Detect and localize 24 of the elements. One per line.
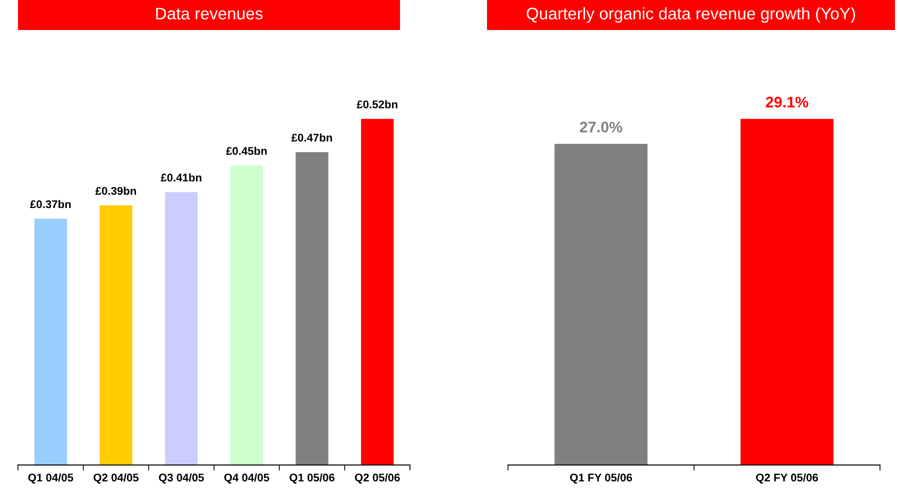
data-label: 27.0% bbox=[580, 122, 622, 132]
chart-title: Data revenues bbox=[156, 8, 263, 20]
x-tick-label: Q2 05/06 bbox=[354, 473, 400, 484]
bar bbox=[165, 192, 198, 465]
x-tick-label: Q1 04/05 bbox=[28, 473, 74, 484]
data-label: 29.1% bbox=[766, 96, 808, 108]
bar bbox=[361, 118, 394, 465]
x-tick-label: Q2 FY 05/06 bbox=[756, 473, 818, 484]
x-tick-label: Q3 04/05 bbox=[158, 473, 204, 484]
data-label: £0.37bn bbox=[30, 200, 71, 208]
x-tick-label: Q2 04/05 bbox=[94, 473, 139, 484]
data-label: £0.39bn bbox=[95, 186, 136, 195]
bar bbox=[100, 205, 132, 465]
bar bbox=[230, 165, 263, 465]
x-tick-label: Q4 04/05 bbox=[224, 473, 270, 484]
x-tick-label: Q1 05/06 bbox=[290, 473, 334, 484]
chart-title: Quarterly organic data revenue growth (YoY) bbox=[526, 7, 856, 23]
data-label: £0.45bn bbox=[226, 146, 267, 155]
x-tick-label: Q1 FY 05/06 bbox=[570, 473, 632, 484]
bar bbox=[296, 152, 328, 465]
bar bbox=[34, 218, 67, 465]
data-label: £0.52bn bbox=[356, 100, 398, 108]
data-label: £0.41bn bbox=[160, 173, 202, 182]
data-label: £0.47bn bbox=[291, 133, 332, 142]
